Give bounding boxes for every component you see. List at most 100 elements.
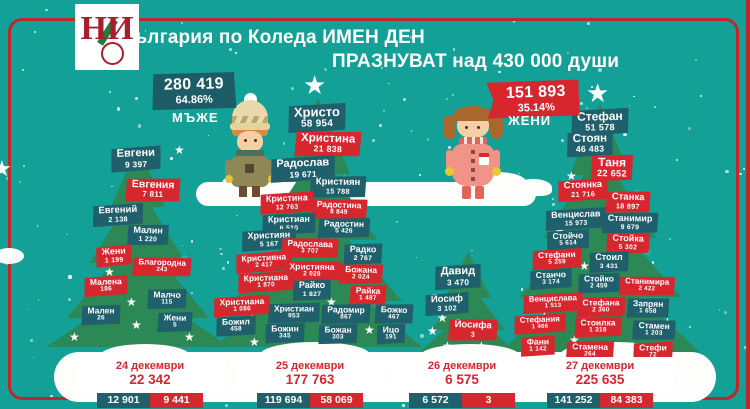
tree-star-icon: ★ <box>69 330 80 344</box>
snow-dot <box>445 97 448 100</box>
count-label: 3 431 <box>599 262 619 270</box>
count-label: 303 <box>332 333 344 341</box>
name-ribbon: Таня 22 652 <box>591 154 633 182</box>
count-label: 5 <box>172 321 177 329</box>
snow-dot <box>236 214 238 217</box>
tree-star-icon: ★ <box>174 143 185 157</box>
count-label: 5 614 <box>559 239 578 247</box>
girl-arm <box>446 150 453 169</box>
snow-dot <box>34 31 37 34</box>
name-ribbon: Ицо 191 <box>376 323 406 345</box>
snow-dot <box>381 66 384 69</box>
count-label: 467 <box>387 313 400 321</box>
name-label: Ицо <box>382 324 400 335</box>
girl-character <box>443 103 503 199</box>
name-ribbon: Стоянка 21 716 <box>557 178 608 202</box>
name-ribbon: Жени 1 199 <box>95 244 132 268</box>
girl-boot <box>475 186 484 199</box>
snow-dot <box>410 36 414 40</box>
tree-star-icon: ★ <box>579 259 590 273</box>
snow-dot <box>6 177 10 180</box>
snow-dot <box>687 126 691 130</box>
count-label: 21 838 <box>313 143 343 155</box>
snow-dot <box>676 159 679 162</box>
girl-boot <box>462 186 471 199</box>
name-ribbon: Запрян 1 658 <box>626 297 669 319</box>
name-ribbon: Радомир 867 <box>321 303 371 325</box>
name-label: Стойко <box>584 273 614 284</box>
name-ribbon: Стойко 2 459 <box>578 272 620 294</box>
snow-dot <box>401 403 405 407</box>
count-label: 115 <box>161 298 173 306</box>
tree-star-icon: ★ <box>437 311 448 325</box>
name-ribbon: Райка 1 487 <box>349 284 386 306</box>
snow-dot <box>694 58 698 62</box>
name-label: Божин <box>271 323 299 334</box>
name-ribbon: Стоян 46 483 <box>567 130 614 157</box>
count-label: 2 459 <box>590 282 608 290</box>
snow-dot <box>561 138 565 142</box>
count-label: 1 513 <box>544 302 562 310</box>
boy-boot <box>239 186 247 197</box>
snow-dot <box>219 247 223 251</box>
count-label: 345 <box>279 332 291 340</box>
count-label: 3 <box>470 329 476 339</box>
girl-buttons <box>471 150 475 181</box>
snow-dot <box>598 68 602 72</box>
male-female-bar: 6 572 3 <box>409 393 515 409</box>
snow-dot <box>382 110 385 113</box>
snow-dot <box>738 172 742 176</box>
tree-star-icon: ★ <box>427 324 438 338</box>
boy-boot <box>252 186 260 197</box>
name-label: Стойка <box>612 232 645 244</box>
snow-drift <box>514 179 552 196</box>
name-ribbon: Райко 1 827 <box>292 279 332 301</box>
name-ribbon: Венцислав 15 973 <box>545 207 607 231</box>
snow-dot <box>220 253 223 256</box>
snow-dot <box>629 104 631 106</box>
snow-dot <box>591 86 594 88</box>
name-ribbon: Радостина 8 849 <box>310 198 367 221</box>
count-label: 18 897 <box>615 201 640 212</box>
snow-dot <box>68 275 72 279</box>
boy-eye <box>254 139 257 142</box>
snow-dot <box>742 168 745 170</box>
snow-dot <box>451 93 454 97</box>
count-label: 2 028 <box>303 270 321 278</box>
name-ribbon: Христина 21 838 <box>294 130 361 159</box>
snow-dot <box>108 90 111 93</box>
name-label: Стоилка <box>580 317 616 328</box>
girl-scarf <box>459 137 487 145</box>
count-label: 3 102 <box>437 303 458 314</box>
female-count: 3 <box>462 393 515 409</box>
snow-dot <box>251 314 254 317</box>
boy-scarf <box>236 150 264 157</box>
boy-buckle <box>245 164 254 173</box>
snow-dot <box>19 181 22 184</box>
count-label: 1 142 <box>529 345 547 353</box>
snow-dot <box>291 87 295 91</box>
snow-dot <box>207 135 209 137</box>
snow-dot <box>29 339 33 343</box>
count-label: 953 <box>288 312 300 320</box>
count-label: 1 220 <box>138 235 158 243</box>
male-female-bar: 141 252 84 383 <box>547 393 653 409</box>
name-ribbon: Стамен 1 203 <box>632 319 676 341</box>
snow-dot <box>22 165 26 168</box>
page-title-line2: ПРАЗНУВАТ над 430 000 души <box>332 51 620 72</box>
count-label: 2 024 <box>351 273 370 281</box>
girl-pigtail <box>490 115 503 139</box>
banner-date-label: 27 декември <box>565 360 635 372</box>
girl-eye <box>465 126 468 129</box>
tree-star-icon: ★ <box>569 333 580 347</box>
name-ribbon: Кристиана 1 870 <box>237 271 294 294</box>
male-count: 6 572 <box>409 393 462 409</box>
girl-arm <box>493 150 500 169</box>
count-label: 2 138 <box>108 214 129 225</box>
count-label: 3 174 <box>542 278 561 286</box>
date-banner: 25 декември 177 763 119 694 58 069 <box>230 357 390 409</box>
tree-star-icon: ★ <box>326 295 337 309</box>
count-label: 243 <box>156 266 168 274</box>
count-label: 26 <box>97 314 105 322</box>
snow-dot <box>723 310 727 314</box>
